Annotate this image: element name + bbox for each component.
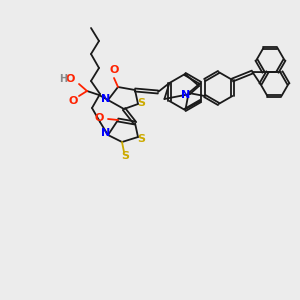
Text: N: N <box>181 90 190 100</box>
Text: O: O <box>68 96 78 106</box>
Text: O: O <box>65 74 75 84</box>
Text: S: S <box>137 98 145 108</box>
Text: S: S <box>137 134 145 144</box>
Text: S: S <box>121 151 129 161</box>
Text: N: N <box>101 94 111 104</box>
Text: O: O <box>94 113 104 123</box>
Text: H: H <box>59 74 67 84</box>
Text: O: O <box>109 65 119 75</box>
Text: N: N <box>101 128 111 138</box>
